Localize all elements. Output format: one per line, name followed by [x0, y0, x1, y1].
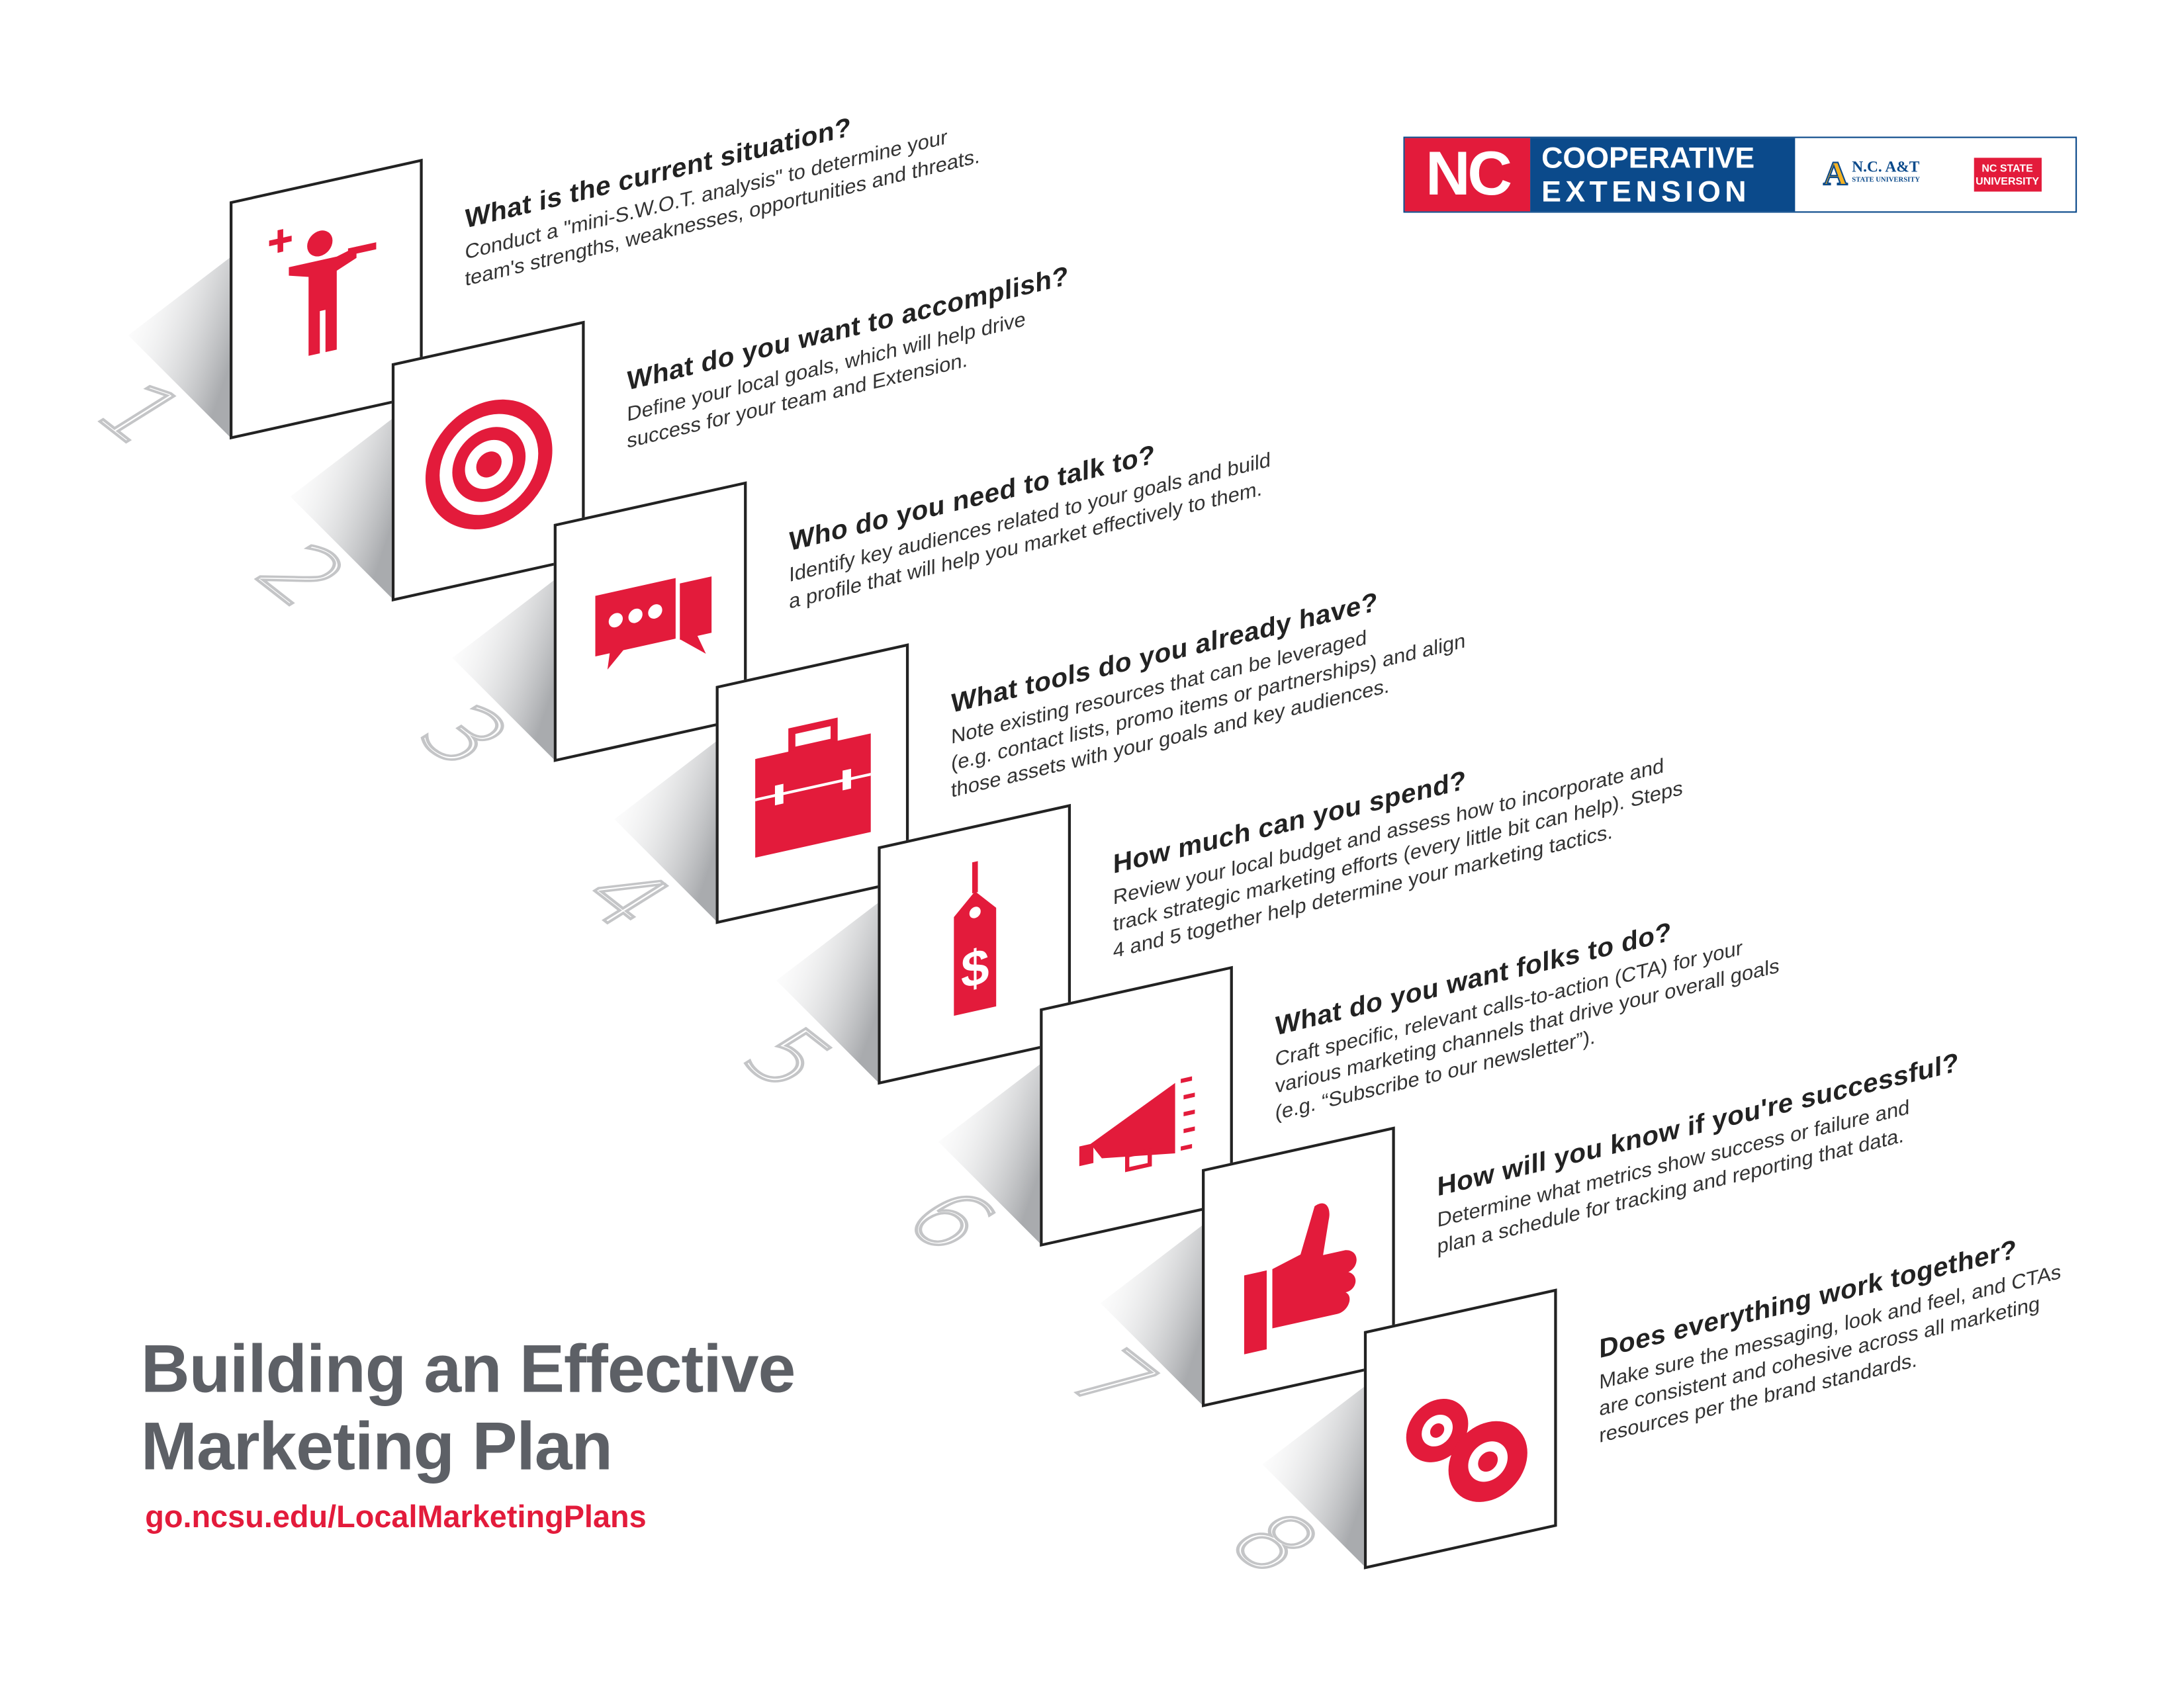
step-number: 5 [715, 1011, 858, 1108]
step-icon-panel [230, 158, 423, 440]
chat-bubbles-icon [591, 572, 712, 683]
step-text: How will you know if you're successful? D… [1437, 1048, 1959, 1262]
step-number: 3 [392, 688, 534, 785]
ncstate-logo: NC STATE UNIVERSITY [1973, 157, 2042, 192]
ncat-aggie-icon: A [1823, 155, 1848, 193]
step-text: What do you want folks to do? Craft speci… [1275, 891, 1780, 1128]
ncstate-line2: UNIVERSITY [1976, 174, 2039, 188]
thumbs-up-icon [1244, 1203, 1357, 1355]
step-number: 1 [68, 366, 210, 463]
gears-icon [1406, 1398, 1527, 1501]
step-icon-panel [391, 320, 585, 601]
target-icon [425, 398, 553, 529]
step-number: 6 [878, 1173, 1020, 1269]
logo-nc: NC [1404, 138, 1531, 212]
title-line-2: Marketing Plan [140, 1410, 613, 1485]
person-icon [269, 229, 377, 356]
step-text: Who do you need to talk to? Identify key … [789, 413, 1271, 617]
page-title: Building an Effective Marketing Plan [140, 1331, 796, 1486]
step-icon-panel [715, 643, 909, 924]
step-text: What tools do you already have? Note exis… [951, 566, 1465, 805]
nc-cooperative-extension-logo: NC COOPERATIVE EXTENSION A N.C. A&T STAT… [1403, 136, 2077, 213]
svg-text:$: $ [961, 938, 989, 1000]
step-text: What do you want to accomplish? Define yo… [627, 261, 1068, 455]
logo-cooperative: COOPERATIVE [1541, 142, 1755, 175]
step-icon-panel [553, 481, 747, 762]
step-text: What is the current situation? Conduct a … [465, 82, 980, 294]
logo-cooperative-extension: COOPERATIVE EXTENSION [1530, 138, 1796, 212]
step-icon-panel [1202, 1126, 1395, 1407]
step-icon-panel [1040, 965, 1233, 1247]
megaphone-icon [1079, 1075, 1195, 1172]
ncat-sub: STATE UNIVERSITY [1852, 177, 1921, 185]
briefcase-icon [755, 717, 871, 858]
ncat-logo: A N.C. A&T STATE UNIVERSITY [1823, 138, 1920, 212]
step-number: 7 [1040, 1333, 1182, 1430]
logo-extension: EXTENSION [1541, 176, 1751, 209]
step-icon-panel: $ [878, 803, 1071, 1085]
price-tag-icon: $ [954, 861, 997, 1016]
step-text: Does everything work together? Make sure … [1599, 1224, 2061, 1450]
ncat-name: N.C. A&T [1852, 159, 1920, 177]
ncstate-line1: NC STATE [1981, 161, 2033, 175]
plans-link[interactable]: go.ncsu.edu/LocalMarketingPlans [145, 1499, 647, 1534]
step-icon-panel [1363, 1288, 1557, 1569]
step-number: 8 [1202, 1495, 1344, 1591]
step-number: 4 [554, 850, 696, 946]
step-text: How much can you spend? Review your local… [1113, 714, 1683, 966]
step-number: 2 [230, 527, 372, 623]
title-line-1: Building an Effective [140, 1333, 796, 1407]
